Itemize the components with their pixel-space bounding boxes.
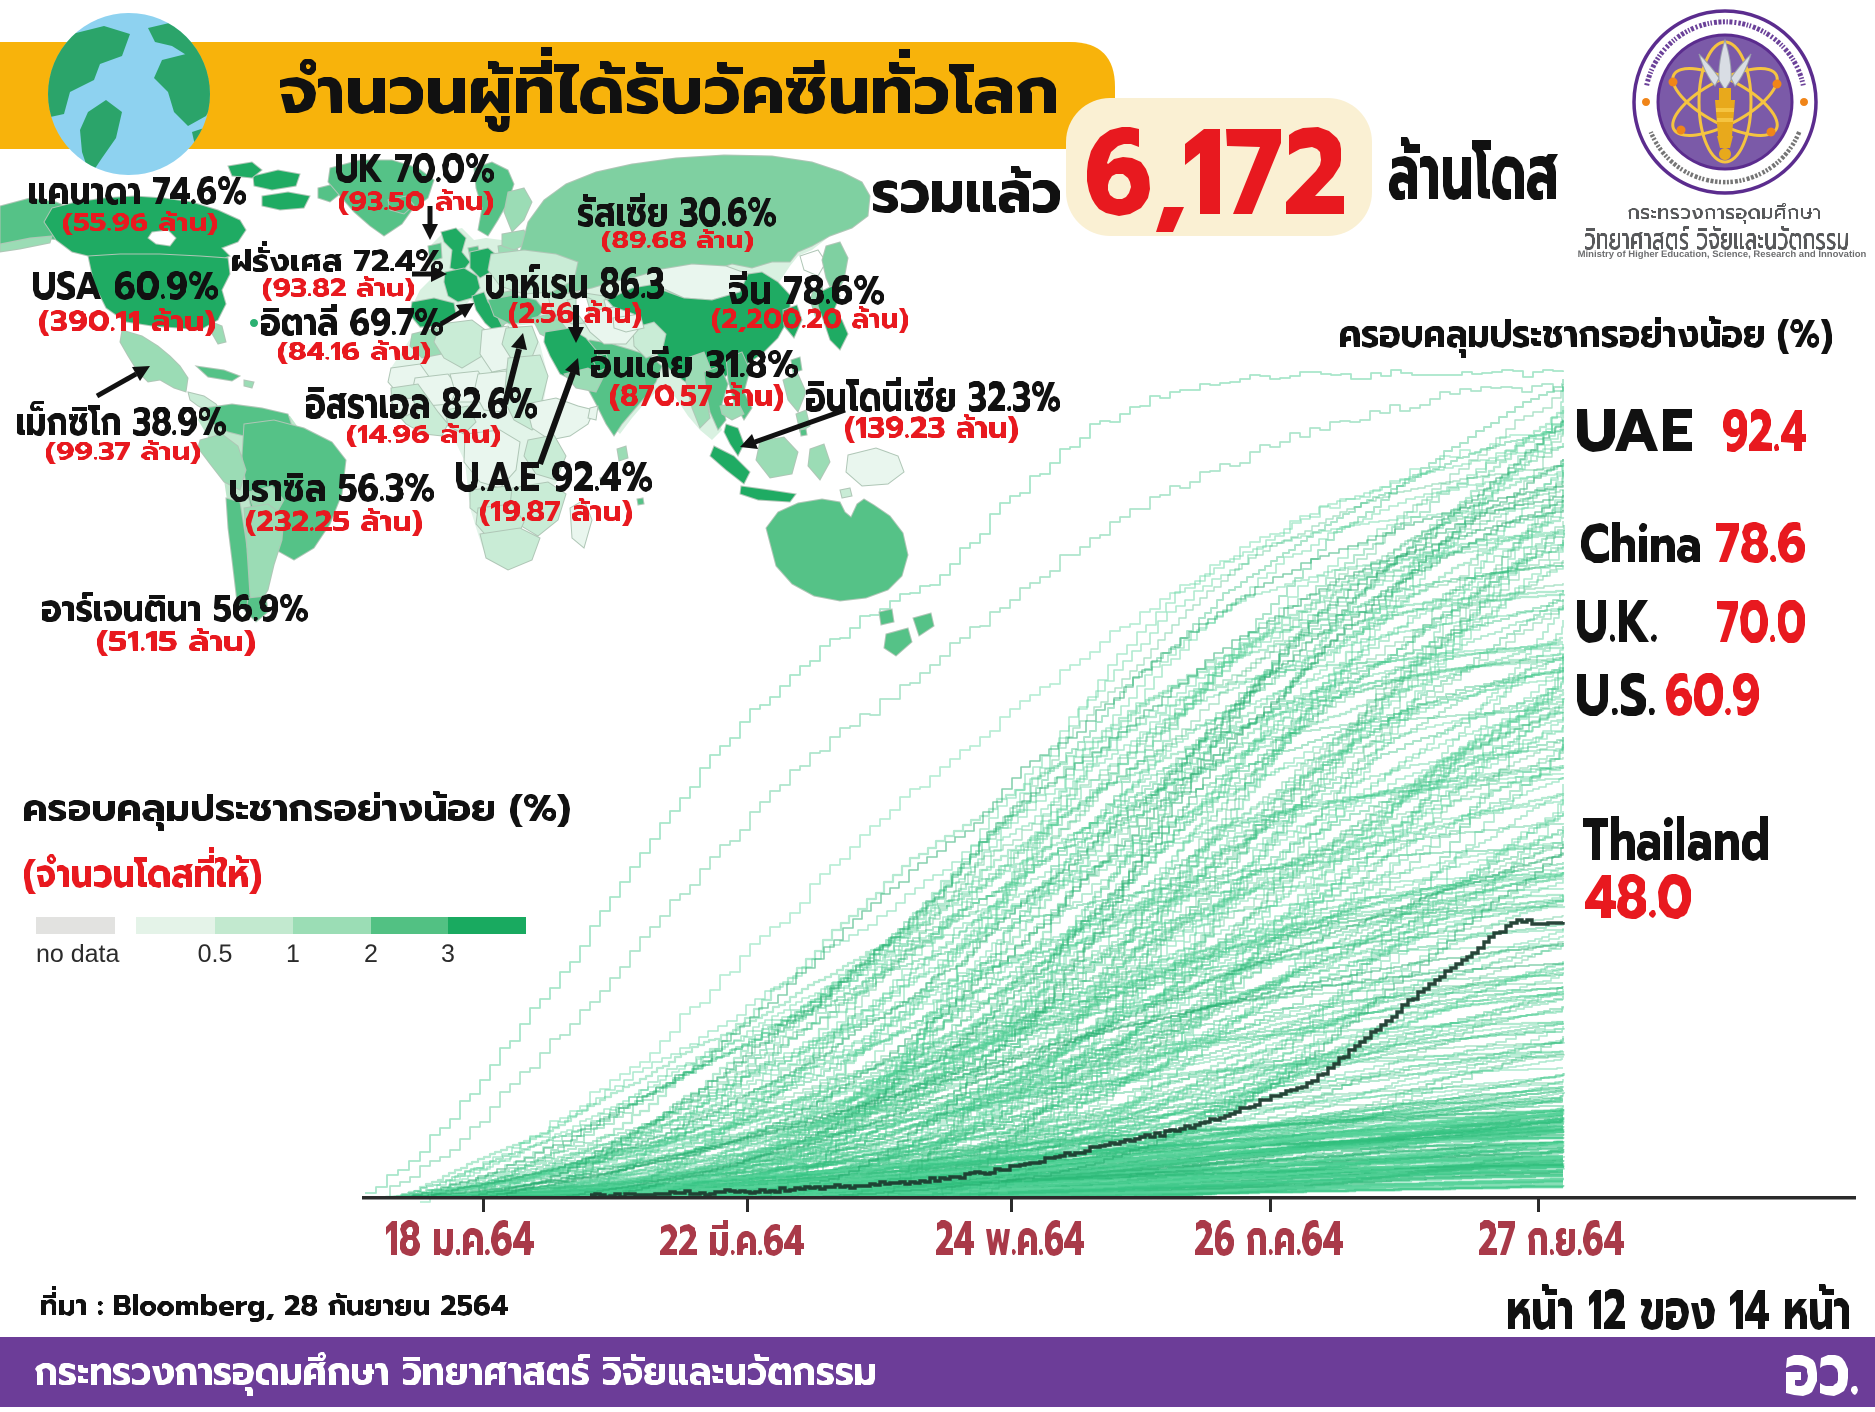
svg-text:0.5: 0.5	[198, 940, 233, 968]
svg-text:3: 3	[441, 940, 455, 968]
svg-text:no data: no data	[36, 940, 120, 968]
svg-text:2: 2	[364, 940, 378, 968]
svg-text:1: 1	[286, 940, 300, 968]
svg-text:Ministry of Higher Education,: Ministry of Higher Education, Science, R…	[1578, 249, 1867, 260]
